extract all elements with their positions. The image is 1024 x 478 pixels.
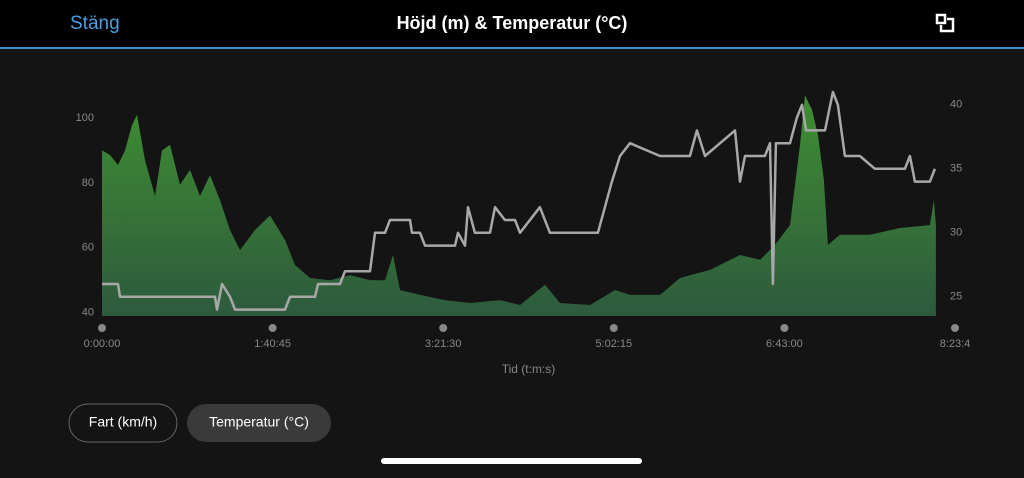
x-tick-label: 3:21:30 [425, 338, 462, 350]
plot: 40 60 80 100 25 30 35 40 0:00:00 1:40:45 3:21:30 5:… [76, 90, 971, 376]
button-temperature[interactable]: Temperatur (°C) [187, 404, 331, 442]
y2-tick-label: 30 [950, 227, 962, 239]
x-tick-dot [268, 324, 277, 332]
button-label: Temperatur (°C) [209, 414, 309, 430]
x-tick-label: 8:23:4 [940, 338, 971, 350]
x-tick-label: 6:43:00 [766, 338, 803, 350]
header-title: Höjd (m) & Temperatur (°C) [397, 13, 628, 33]
y-tick-label: 60 [82, 242, 94, 254]
y-tick-label: 40 [82, 307, 94, 319]
x-tick-label: 5:02:15 [595, 338, 632, 350]
fullscreen-icon[interactable] [935, 13, 955, 33]
y2-tick-label: 35 [950, 163, 962, 175]
x-tick-dot [98, 324, 106, 332]
header-border [0, 47, 1024, 49]
button-label: Fart (km/h) [89, 414, 157, 430]
home-indicator [381, 458, 642, 464]
x-tick-dot [609, 324, 618, 332]
x-tick-label: 0:00:00 [84, 338, 121, 350]
icon-corner [939, 17, 955, 33]
x-tick-dot [439, 324, 448, 332]
x-tick-label: 1:40:45 [254, 338, 291, 350]
temperature-line [102, 90, 937, 311]
icon-square [935, 13, 947, 25]
x-tick-dot [951, 324, 959, 332]
elevation-area [102, 95, 936, 316]
y2-tick-label: 40 [950, 99, 962, 111]
y2-tick-label: 25 [950, 291, 962, 303]
y-tick-label: 80 [82, 177, 94, 189]
y-tick-label: 100 [76, 112, 94, 124]
button-speed[interactable]: Fart (km/h) [68, 403, 178, 443]
close-button[interactable]: Stäng [70, 13, 120, 34]
button-fill [187, 404, 331, 442]
button-outline [68, 403, 178, 443]
header-bar [0, 0, 1024, 48]
x-axis-label: Tid (t:m:s) [502, 362, 556, 376]
x-tick-dot [780, 324, 789, 332]
